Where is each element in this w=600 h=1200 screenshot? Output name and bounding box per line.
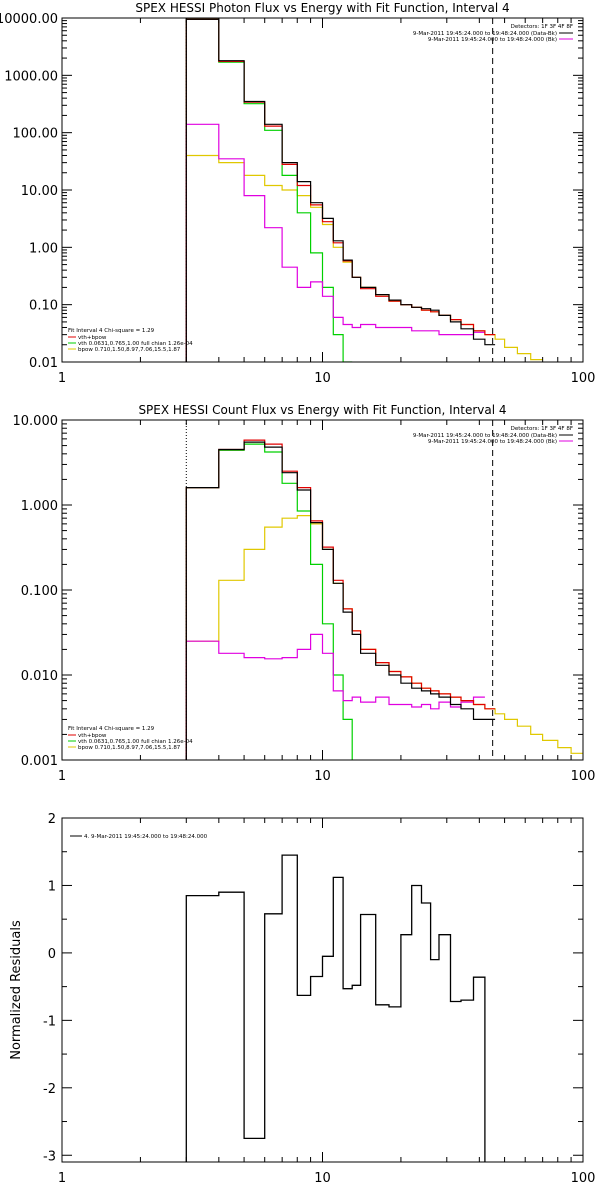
bk-series-line [185, 123, 485, 362]
legend-entry-label: bpow 0.710,1.50,8.97,7.06,15.5,1.87 [78, 745, 181, 751]
legend-fit-interval: Fit Interval 4 Chi-square = 1.29 [68, 328, 155, 334]
y-tick-label: 0.100 [21, 584, 58, 599]
y-tick-label: -3 [43, 1149, 56, 1164]
plot-frame [61, 17, 584, 363]
total-series-line [185, 439, 496, 760]
count-flux-chart: SPEX HESSI Count Flux vs Energy with Fit… [13, 403, 596, 784]
legend-entry-label: vth+bpow [78, 335, 107, 341]
x-tick-label: 1 [58, 1171, 66, 1186]
y-tick-label: 0.01 [29, 356, 58, 371]
y-tick-label: -2 [43, 1082, 56, 1097]
bk-series-line [185, 633, 485, 760]
y-tick-label: 1.00 [29, 241, 58, 256]
legend-entry-label: 9-Mar-2011 19:45:24.000 to 19:48:24.000 … [413, 433, 557, 439]
x-tick-label: 100 [571, 1171, 596, 1186]
y-tick-label: 2 [48, 812, 56, 827]
y-axis-label: Normalized Residuals [9, 920, 24, 1060]
data-series-line [185, 441, 496, 760]
vth-series-line [185, 443, 353, 760]
legend-entry-label: vth 0.0631,0.765,1.00 full chian 1.26e-0… [78, 739, 193, 745]
x-tick-label: 1 [58, 769, 66, 784]
residuals-series-line [185, 854, 486, 1162]
legend-fit-interval: Fit Interval 4 Chi-square = 1.29 [68, 726, 155, 732]
x-tick-label: 10 [314, 371, 331, 386]
total-series-line [185, 18, 496, 362]
legend-detectors: Detectors: 1F 3F 4F 8F [511, 426, 573, 432]
y-tick-label: 1000.00 [4, 69, 58, 84]
legend-entry-label: bpow 0.710,1.50,8.97,7.06,15.5,1.87 [78, 347, 181, 353]
x-tick-label: 10 [314, 1171, 331, 1186]
residuals-chart: 1 10 100 -3 -2 -1 0 1 2 4. 9-Mar-2011 19:45:24.00… [9, 812, 595, 1186]
bpow-series-line [185, 515, 583, 760]
data-series-line [185, 18, 496, 362]
legend-entry-label: vth+bpow [78, 733, 107, 739]
y-tick-label: 10.00 [21, 184, 58, 199]
y-tick-label: 0.010 [21, 669, 58, 684]
bpow-series-line [185, 154, 543, 362]
plot-frame [61, 817, 584, 1163]
legend-entry-label: 9-Mar-2011 19:45:24.000 to 19:48:24.000 … [428, 37, 557, 43]
x-tick-label: 10 [314, 769, 331, 784]
legend-detectors: Detectors: 1F 3F 4F 8F [511, 24, 573, 30]
residuals-legend: 4. 9-Mar-2011 19:45:24.000 to 19:48:24.0… [84, 834, 208, 840]
y-tick-label: 1.000 [21, 499, 58, 514]
chart-title: SPEX HESSI Photon Flux vs Energy with Fi… [135, 1, 509, 15]
y-tick-label: 10000.00 [0, 12, 58, 27]
y-tick-label: 0 [48, 947, 56, 962]
x-tick-label: 100 [571, 769, 596, 784]
y-tick-label: -1 [43, 1014, 56, 1029]
legend-entry-label: vth 0.0631,0.765,1.00 full chian 1.26e-0… [78, 341, 193, 347]
y-tick-label: 1 [48, 879, 56, 894]
legend-entry-label: 9-Mar-2011 19:45:24.000 to 19:48:24.000 … [413, 31, 557, 37]
y-tick-label: 0.001 [21, 754, 58, 769]
y-tick-label: 100.00 [13, 127, 59, 142]
chart-title: SPEX HESSI Count Flux vs Energy with Fit… [138, 403, 506, 417]
y-tick-label: 0.10 [29, 299, 58, 314]
x-tick-label: 100 [571, 371, 596, 386]
vth-series-line [185, 18, 353, 362]
x-tick-label: 1 [58, 371, 66, 386]
legend-entry-label: 9-Mar-2011 19:45:24.000 to 19:48:24.000 … [428, 439, 557, 445]
y-tick-label: 10.000 [13, 414, 59, 429]
photon-flux-chart: SPEX HESSI Photon Flux vs Energy with Fi… [0, 1, 595, 386]
